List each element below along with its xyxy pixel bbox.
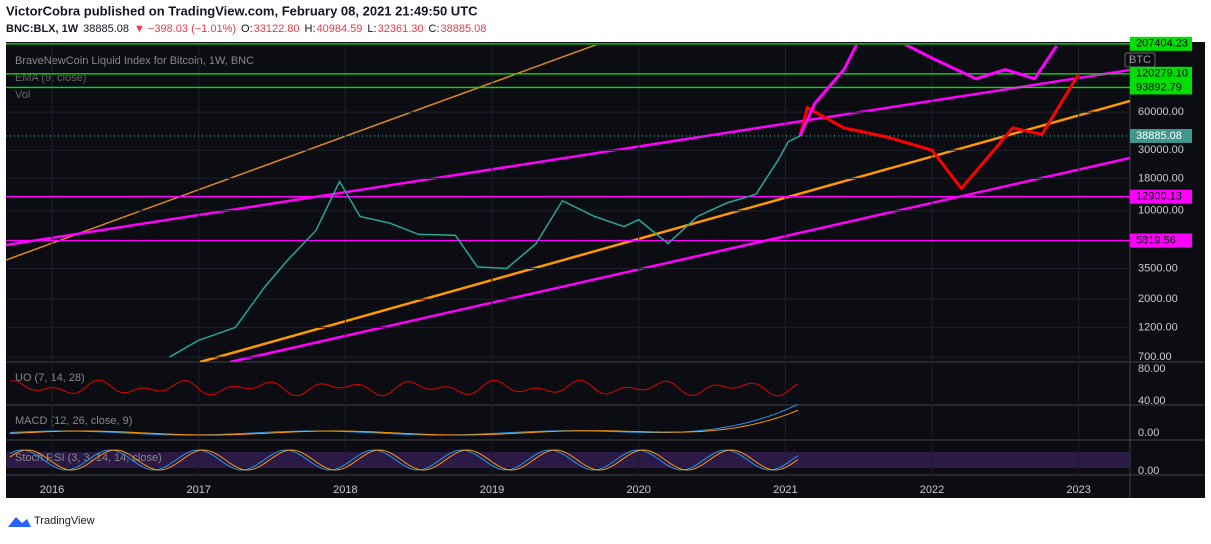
legend-title: BraveNewCoin Liquid Index for Bitcoin, 1… [15, 55, 254, 67]
trend-line [229, 156, 1130, 362]
stoch-d [9, 449, 799, 471]
ohlc-line: BNC:BLX, 1W 38885.08 ▼ −398.03 (−1.01%) O: 3… [6, 23, 486, 35]
stoch-k [9, 449, 799, 471]
header-open: 33122.80 [254, 23, 300, 35]
legend-vol: Vol [15, 89, 30, 101]
signal-line [9, 409, 799, 436]
level-box [1130, 189, 1192, 204]
level-box [1130, 66, 1192, 81]
badge: BTC [1129, 54, 1151, 66]
uo-name: UO (7, 14, 28) [15, 372, 85, 384]
price-line [169, 135, 801, 358]
stoch-band [6, 452, 1130, 468]
macd-name: MACD (12, 26, close, 9) [15, 415, 132, 427]
header-symbol: BNC:BLX, 1W [6, 23, 79, 35]
logo: TradingView [8, 515, 95, 527]
y-tick-label: 1200.00 [1138, 321, 1178, 333]
trend-line [199, 99, 1130, 362]
drawings [6, 45, 1130, 362]
uo-line [9, 379, 799, 397]
logo-icon [8, 517, 31, 527]
y-tick-label: 700.00 [1138, 351, 1172, 363]
level-label: 5819.56 [1136, 234, 1176, 246]
price-lines [169, 45, 1080, 358]
trend-line [6, 45, 598, 261]
header-low-label: L: [367, 23, 376, 35]
x-tick-label: 2022 [920, 484, 944, 496]
trend-line [6, 68, 1130, 247]
x-tick-label: 2019 [480, 484, 504, 496]
header-open-label: O: [241, 23, 253, 35]
level-label: 12900.13 [1136, 191, 1182, 203]
uo-tick: 40.00 [1138, 395, 1166, 407]
x-tick-label: 2021 [773, 484, 797, 496]
price-line [798, 45, 1058, 137]
header-close: 38885.08 [441, 23, 487, 35]
y-tick-label: 3500.00 [1138, 262, 1178, 274]
level-label: 207404.23 [1136, 38, 1188, 50]
chart-bg [6, 42, 1205, 498]
header-close-label: C: [429, 23, 440, 35]
header-change: ▼ −398.03 (−1.01%) [134, 23, 236, 35]
x-tick-label: 2023 [1066, 484, 1090, 496]
x-tick-label: 2017 [186, 484, 210, 496]
x-tick-label: 2016 [40, 484, 64, 496]
level-box [1130, 233, 1192, 248]
header-high: 40984.59 [317, 23, 363, 35]
uo-tick: 80.00 [1138, 363, 1166, 375]
publisher: VictorCobra published on TradingView.com… [6, 3, 478, 18]
macd-tick: 0.00 [1138, 427, 1159, 439]
legend-ema: EMA (9, close) [15, 72, 87, 84]
header-last: 38885.08 [83, 23, 129, 35]
header-high-label: H: [305, 23, 316, 35]
y-tick-label: 30000.00 [1138, 144, 1184, 156]
level-box [1130, 80, 1192, 95]
x-tick-label: 2020 [626, 484, 650, 496]
level-label: 120279.10 [1136, 68, 1188, 80]
y-tick-label: 18000.00 [1138, 172, 1184, 184]
y-tick-label: 2000.00 [1138, 293, 1178, 305]
y-tick-label: 60000.00 [1138, 106, 1184, 118]
y-tick-label: 10000.00 [1138, 205, 1184, 217]
x-tick-label: 2018 [333, 484, 357, 496]
stoch-tick: 0.00 [1138, 465, 1159, 477]
price-line [798, 73, 1080, 191]
level-box [1130, 36, 1192, 51]
brand: TradingView [34, 515, 95, 527]
level-label: 93892.79 [1136, 81, 1182, 93]
level-box [1130, 128, 1192, 143]
header-low: 32361.30 [378, 23, 424, 35]
level-label: 38885.08 [1136, 130, 1182, 142]
